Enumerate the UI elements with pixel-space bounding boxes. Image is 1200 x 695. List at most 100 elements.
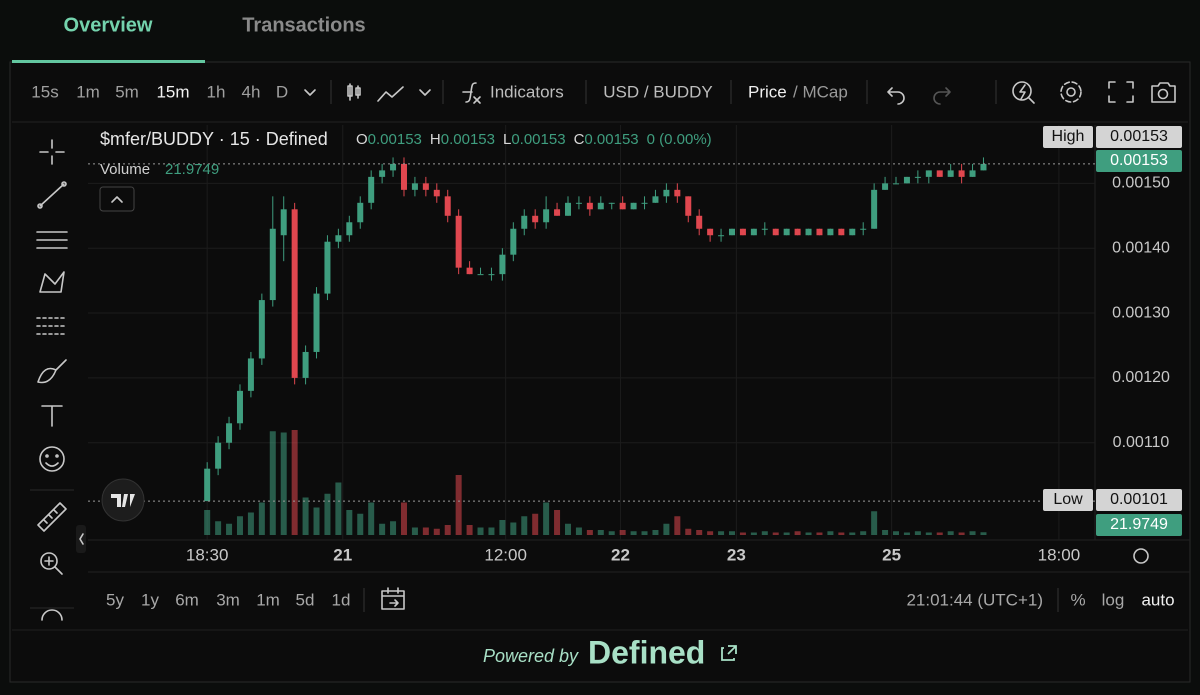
- last-price-tag: 0.00153: [1110, 152, 1168, 169]
- scale-option[interactable]: log: [1102, 590, 1125, 609]
- legend-key: L: [503, 131, 511, 148]
- tab[interactable]: Transactions: [242, 14, 365, 36]
- volume-bar: [411, 527, 418, 535]
- indicators-button[interactable]: Indicators: [490, 82, 564, 101]
- volume-bar: [499, 520, 506, 535]
- candle-body: [226, 423, 233, 443]
- volume-label: Volume: [100, 161, 150, 178]
- collapse-handle[interactable]: [76, 525, 86, 553]
- candle-body: [488, 274, 495, 276]
- candle-body: [630, 202, 637, 210]
- range-button[interactable]: 1m: [256, 590, 280, 609]
- volume-bar: [510, 522, 517, 535]
- volume-bar: [400, 502, 407, 535]
- volume-bar: [608, 531, 615, 535]
- level-value: 0.00101: [1110, 491, 1168, 508]
- volume-bar: [707, 531, 714, 535]
- tradingview-logo[interactable]: [101, 478, 145, 522]
- candle-body: [718, 235, 725, 237]
- volume-bar: [903, 532, 910, 535]
- candle-body: [980, 163, 987, 171]
- interval-button[interactable]: 1h: [207, 82, 226, 101]
- legend-key: O: [356, 131, 368, 148]
- legend-value: 0.00153: [368, 131, 422, 148]
- volume-bar: [280, 432, 287, 535]
- interval-button[interactable]: 15m: [156, 82, 189, 101]
- external-link[interactable]: [721, 645, 737, 661]
- volume-bar: [849, 532, 856, 535]
- drawing-tools[interactable]: [36, 139, 68, 621]
- toolbar-separators: [330, 80, 997, 104]
- interval-button[interactable]: 1m: [76, 82, 100, 101]
- date-range-icon[interactable]: [381, 587, 405, 610]
- volume-bar: [805, 532, 812, 535]
- range-button[interactable]: 5y: [106, 590, 124, 609]
- axis-settings[interactable]: [1133, 548, 1149, 564]
- level-tag-bg: [1043, 126, 1093, 148]
- candle-body: [400, 163, 407, 190]
- volume-bar: [324, 493, 331, 535]
- range-button[interactable]: 6m: [175, 590, 199, 609]
- chart-title: $mfer/BUDDY · 15 · Defined: [100, 129, 328, 149]
- volume-bar: [488, 527, 495, 535]
- volume-bar: [739, 532, 746, 535]
- price-mode[interactable]: Price: [748, 82, 787, 101]
- volume-bar: [335, 482, 342, 535]
- level-tag-label: Low: [1053, 491, 1083, 508]
- volume-bar: [860, 531, 867, 535]
- candle-body: [652, 196, 659, 203]
- volume-bar: [619, 530, 626, 535]
- volume-bar: [564, 523, 571, 535]
- candle-body: [455, 215, 462, 268]
- candle-body: [368, 176, 375, 203]
- interval-button[interactable]: D: [276, 82, 288, 101]
- x-tick-label: 12:00: [484, 545, 527, 564]
- candle-body: [772, 228, 779, 236]
- candle-body: [575, 202, 582, 204]
- candle-body: [357, 202, 364, 223]
- volume-bar: [236, 516, 243, 535]
- level-value-bg: [1096, 126, 1182, 148]
- range-button[interactable]: 1d: [332, 590, 351, 609]
- volume-bar: [969, 531, 976, 535]
- y-tick-label: 0.00140: [1112, 239, 1170, 256]
- volume-bar: [247, 512, 254, 535]
- overlay: High 0.00153 Low 0.00101 0.00153 21.9749: [88, 126, 1182, 536]
- last-price-tag-bg: [1096, 150, 1182, 172]
- interval-button[interactable]: 15s: [31, 82, 58, 101]
- range-button[interactable]: 1y: [141, 590, 159, 609]
- volume-last: 21.9749: [165, 161, 219, 178]
- candle-body: [750, 228, 757, 236]
- tab[interactable]: Overview: [64, 14, 153, 36]
- candle-body: [236, 390, 243, 424]
- y-tick-label: 0.00120: [1112, 369, 1170, 386]
- candle-body: [860, 228, 867, 230]
- mcap-mode[interactable]: / MCap: [793, 82, 848, 101]
- level-value-bg: [1096, 489, 1182, 511]
- candle-body: [313, 293, 320, 352]
- candle-body: [390, 163, 397, 171]
- volume-bar: [958, 532, 965, 535]
- x-tick-label: 18:00: [1038, 545, 1081, 564]
- candle-body: [893, 183, 900, 185]
- range-button[interactable]: 5d: [296, 590, 315, 609]
- candle-body: [882, 183, 889, 190]
- candle-body: [608, 202, 615, 204]
- scale-option[interactable]: %: [1070, 590, 1085, 609]
- ohlc-legend: O0.00153 H0.00153 L0.00153 C0.00153 0 (0.00%…: [356, 131, 712, 148]
- candle-body: [466, 267, 473, 275]
- pair-button[interactable]: USD / BUDDY: [603, 82, 713, 101]
- interval-button[interactable]: 4h: [242, 82, 261, 101]
- collapse-legend[interactable]: [99, 186, 135, 212]
- volume-bar: [543, 502, 550, 535]
- toolbar-icons[interactable]: [304, 81, 1176, 105]
- interval-button[interactable]: 5m: [115, 82, 139, 101]
- volume-bar: [925, 532, 932, 535]
- range-button[interactable]: 3m: [216, 590, 240, 609]
- x-tick-label: 21: [333, 545, 352, 564]
- volume-bar: [291, 430, 298, 535]
- volume-bar: [641, 531, 648, 535]
- scale-option[interactable]: auto: [1141, 590, 1174, 609]
- volume-bar: [477, 527, 484, 535]
- brand[interactable]: Defined: [588, 634, 705, 670]
